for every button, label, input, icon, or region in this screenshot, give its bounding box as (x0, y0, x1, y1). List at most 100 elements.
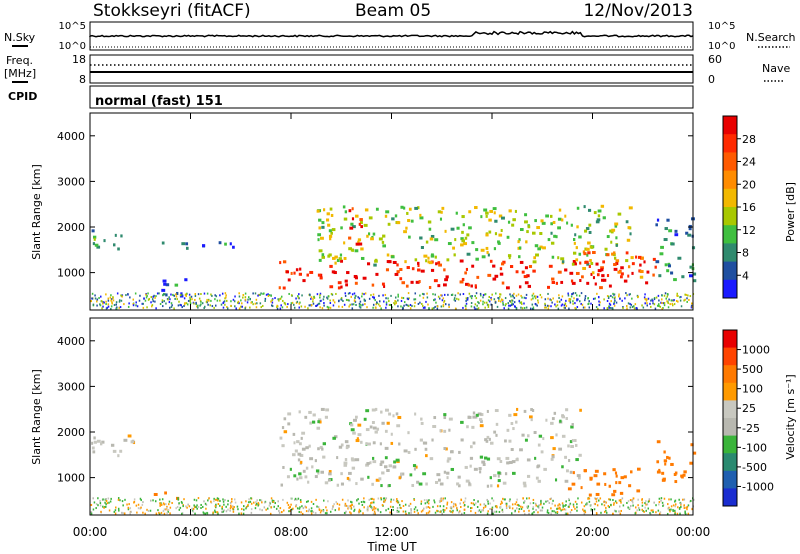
heatmap-cell (398, 476, 402, 480)
heatmap-cell (470, 510, 472, 513)
heatmap-cell (254, 507, 257, 510)
heatmap-cell (169, 506, 172, 509)
heatmap-cell (368, 505, 371, 508)
heatmap-cell (183, 498, 185, 501)
heatmap-cell (626, 304, 628, 307)
heatmap-cell (551, 277, 555, 281)
heatmap-cell (305, 500, 308, 503)
heatmap-cell (396, 424, 401, 428)
heatmap-cell (660, 499, 662, 502)
heatmap-cell (569, 301, 572, 304)
heatmap-cell (595, 500, 598, 503)
heatmap-cell (345, 510, 347, 513)
power-colorbar-tick-label: 16 (742, 201, 756, 214)
heatmap-cell (629, 507, 631, 510)
heatmap-cell (468, 210, 472, 214)
heatmap-cell (401, 296, 403, 299)
heatmap-cell (495, 422, 499, 426)
heatmap-cell (120, 299, 123, 302)
heatmap-cell (297, 458, 301, 462)
heatmap-cell (340, 443, 344, 447)
heatmap-cell (615, 501, 618, 504)
heatmap-cell (97, 504, 99, 507)
heatmap-cell (508, 256, 511, 260)
heatmap-cell (580, 486, 583, 490)
heatmap-cell (289, 509, 292, 512)
heatmap-cell (135, 504, 138, 507)
heatmap-cell (518, 255, 521, 259)
heatmap-cell (217, 512, 219, 515)
heatmap-cell (468, 292, 471, 295)
heatmap-cell (237, 301, 239, 304)
heatmap-cell (489, 209, 493, 213)
heatmap-cell (589, 477, 593, 481)
heatmap-cell (590, 302, 592, 305)
heatmap-cell (362, 303, 364, 306)
heatmap-cell (505, 502, 507, 505)
heatmap-cell (269, 512, 272, 515)
heatmap-cell (462, 293, 465, 296)
heatmap-cell (508, 209, 512, 213)
heatmap-cell (560, 298, 563, 301)
heatmap-cell (499, 503, 502, 506)
heatmap-cell (533, 511, 535, 514)
heatmap-cell (113, 510, 116, 513)
heatmap-cell (658, 299, 660, 302)
heatmap-cell (196, 504, 198, 507)
heatmap-cell (575, 271, 580, 275)
heatmap-cell (365, 409, 370, 413)
heatmap-cell (443, 283, 447, 287)
heatmap-cell (443, 510, 445, 513)
heatmap-cell (107, 497, 110, 500)
heatmap-cell (263, 506, 266, 509)
heatmap-cell (654, 265, 657, 269)
heatmap-cell (466, 233, 470, 237)
heatmap-cell (336, 483, 340, 487)
heatmap-cell (230, 304, 232, 307)
heatmap-cell (668, 298, 670, 301)
heatmap-cell (486, 512, 489, 515)
heatmap-cell (355, 242, 360, 246)
heatmap-cell (614, 500, 617, 503)
heatmap-cell (514, 209, 517, 213)
heatmap-cell (327, 500, 329, 503)
heatmap-cell (352, 418, 357, 422)
date-title: 12/Nov/2013 (583, 1, 693, 21)
heatmap-cell (351, 207, 354, 211)
heatmap-cell (428, 261, 433, 265)
heatmap-cell (470, 301, 473, 304)
heatmap-cell (297, 452, 302, 456)
heatmap-cell (235, 307, 237, 310)
heatmap-cell (644, 506, 646, 509)
heatmap-cell (468, 226, 472, 230)
heatmap-cell (442, 304, 445, 307)
heatmap-cell (582, 306, 585, 309)
heatmap-cell (375, 306, 377, 309)
heatmap-cell (317, 447, 320, 451)
heatmap-cell (414, 301, 416, 304)
velocity-colorbar-swatch (723, 400, 737, 419)
heatmap-cell (494, 511, 496, 514)
heatmap-cell (407, 431, 410, 435)
heatmap-cell (291, 508, 293, 511)
heatmap-cell (441, 512, 443, 515)
heatmap-cell (282, 498, 284, 501)
heatmap-cell (465, 297, 468, 300)
heatmap-cell (537, 505, 539, 508)
heatmap-cell (521, 433, 525, 437)
heatmap-cell (576, 503, 578, 506)
heatmap-cell (320, 236, 324, 240)
heatmap-cell (498, 299, 500, 302)
heatmap-cell (540, 296, 543, 299)
heatmap-cell (463, 512, 466, 515)
heatmap-cell (633, 305, 635, 308)
heatmap-cell (219, 499, 221, 502)
heatmap-cell (647, 297, 650, 300)
heatmap-cell (197, 304, 199, 307)
heatmap-cell (588, 493, 592, 497)
heatmap-cell (470, 506, 473, 509)
heatmap-cell (546, 511, 549, 514)
heatmap-cell (146, 294, 148, 297)
heatmap-cell (187, 299, 190, 302)
power-colorbar-swatch (723, 188, 737, 208)
